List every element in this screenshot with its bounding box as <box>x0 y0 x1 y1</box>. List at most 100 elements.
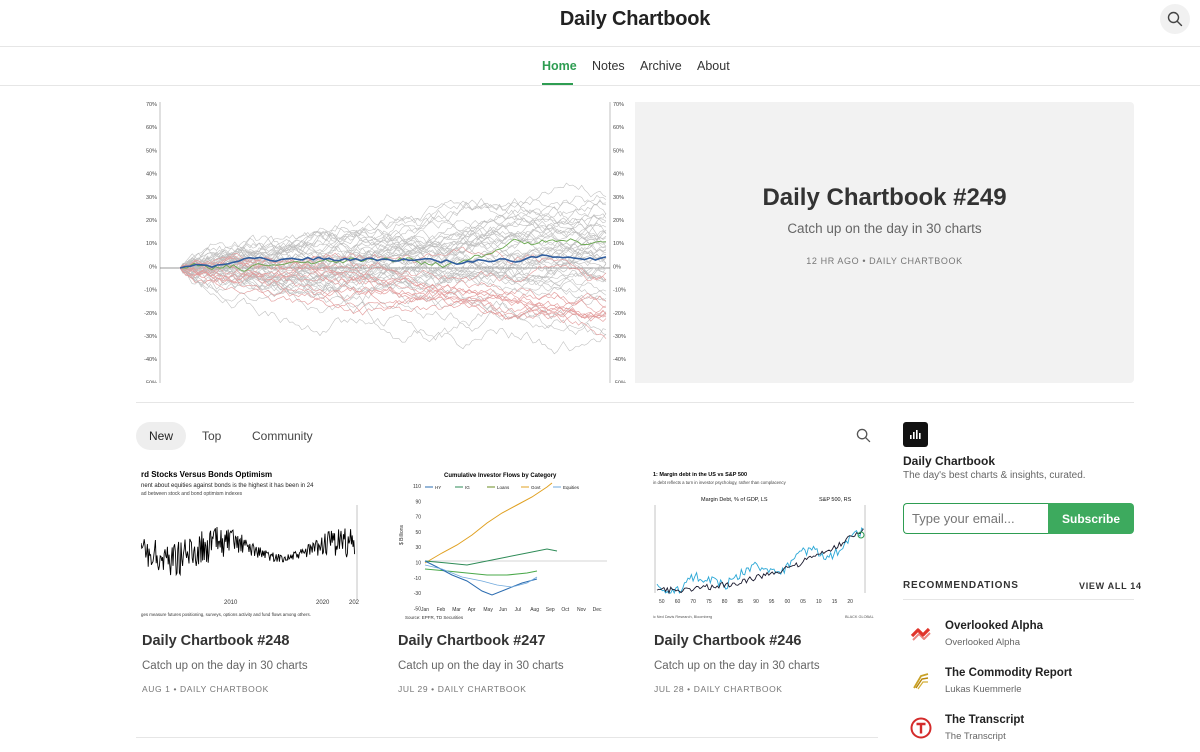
thumb-x-tick: 00 <box>785 599 791 605</box>
post-chart-thumbnail: Cumulative Investor Flows by Category HY… <box>399 473 607 620</box>
nav-notes[interactable]: Notes <box>592 59 625 73</box>
hero-chart-line <box>179 254 607 269</box>
hero-axis-tick: -30% <box>613 334 626 340</box>
hero-chart-line <box>179 260 607 282</box>
hero-chart-line <box>179 264 607 303</box>
post-title[interactable]: Daily Chartbook #248 <box>142 633 290 649</box>
thumb-subtitle: ad between stock and bond optimism index… <box>141 491 243 497</box>
recommendation-author: The Transcript <box>945 731 1006 742</box>
thumb-x-tick: Aug <box>530 607 539 613</box>
thumb-y-tick: 30 <box>415 545 421 551</box>
recommendation-name[interactable]: The Transcript <box>945 714 1025 726</box>
hero-axis-tick: 70% <box>613 102 624 108</box>
site-title[interactable]: Daily Chartbook <box>559 8 711 30</box>
recommendation-author: Lukas Kuemmerle <box>945 684 1022 695</box>
hero-axis-tick: 20% <box>146 218 157 224</box>
feed-search-button[interactable] <box>856 428 871 448</box>
post-meta: AUG 1 • DAILY CHARTBOOK <box>142 684 269 694</box>
thumb-legend: HY <box>435 485 441 490</box>
hero-chart-line <box>179 200 607 283</box>
recommendation-name[interactable]: Overlooked Alpha <box>945 620 1043 632</box>
publication-name[interactable]: Daily Chartbook <box>903 454 996 468</box>
thumb-x-tick: Sep <box>546 607 555 613</box>
post-subtitle: Catch up on the day in 30 charts <box>654 660 820 672</box>
tab-new[interactable]: New <box>136 422 187 450</box>
hero-post-title[interactable]: Daily Chartbook #249 <box>762 184 1007 211</box>
nav-home[interactable]: Home <box>542 59 577 73</box>
thumb-y-tick: 90 <box>415 499 421 505</box>
hero-chart-line <box>179 263 607 332</box>
thumb-x-tick: 95 <box>769 599 775 605</box>
hero-axis-tick: 30% <box>613 195 624 201</box>
hero-axis-tick: 70% <box>146 102 157 108</box>
nav-bar: Home Notes Archive About <box>0 47 1200 86</box>
nav-archive[interactable]: Archive <box>640 59 682 73</box>
recommendations-divider <box>903 599 1134 600</box>
search-icon <box>1167 11 1183 27</box>
search-icon <box>856 428 871 443</box>
hero-chart-line <box>179 234 607 304</box>
hero-axis-tick: 30% <box>146 195 157 201</box>
recommendation-icon[interactable] <box>908 715 934 741</box>
post-thumbnail-246[interactable]: 1: Margin debt in the US vs S&P 500 in d… <box>653 465 875 620</box>
post-thumbnail-248[interactable]: rd Stocks Versus Bonds Optimism nent abo… <box>141 465 363 620</box>
hero-axis-tick: -40% <box>144 357 157 363</box>
chart-logo-icon <box>910 430 921 439</box>
thumb-x-tick: 20 <box>847 599 853 605</box>
thumb-x-tick: Jul <box>515 607 521 613</box>
thumb-subtitle: in debt reflects a turn in investor psyc… <box>653 480 787 485</box>
hero-chart-line <box>179 261 607 324</box>
email-field[interactable] <box>903 503 1049 534</box>
post-subtitle: Catch up on the day in 30 charts <box>142 660 308 672</box>
hero-chart-thumbnail: 70% 60% 50% 40% 30% 20% 10% 0% -10% -20% -30% -40% -… <box>144 102 626 383</box>
thumb-footer: ic Ned Davis Research, Bloomberg <box>653 615 712 619</box>
thumb-footer: Source: EPFR, TD Securities <box>405 615 464 620</box>
tab-top[interactable]: Top <box>202 429 222 443</box>
thumb-x-tick: 15 <box>832 599 838 605</box>
recommendation-icon[interactable] <box>908 621 934 647</box>
hero-chart-line <box>179 197 607 269</box>
thumb-x-tick: 85 <box>738 599 744 605</box>
post-chart-thumbnail: 1: Margin debt in the US vs S&P 500 in d… <box>653 472 874 619</box>
hero-axis-tick: -50% <box>144 380 157 383</box>
hero-axis-tick: -20% <box>613 311 626 317</box>
post-title[interactable]: Daily Chartbook #246 <box>654 633 802 649</box>
hero-chart-line <box>179 263 607 319</box>
section-divider <box>136 402 1134 403</box>
subscribe-button[interactable]: Subscribe <box>1048 503 1134 534</box>
recommendations-heading: RECOMMENDATIONS <box>903 580 1019 591</box>
publication-logo[interactable] <box>903 422 928 447</box>
thumb-x-tick: Mar <box>452 607 461 613</box>
hero-axis-tick: 0% <box>613 264 621 270</box>
hero-axis-tick: 40% <box>613 172 624 178</box>
hero-chart-line <box>179 252 607 300</box>
hero-axis-tick: 50% <box>146 148 157 154</box>
search-button[interactable] <box>1160 4 1190 34</box>
thumb-x-tick: Nov <box>577 607 586 613</box>
hero-axis-tick: 40% <box>146 172 157 178</box>
thumb-y-tick: 10 <box>415 561 421 567</box>
publication-description: The day's best charts & insights, curate… <box>903 470 1086 481</box>
recommendation-name[interactable]: The Commodity Report <box>945 667 1073 679</box>
thumb-x-tick: 75 <box>706 599 712 605</box>
hero-axis-tick: 50% <box>613 148 624 154</box>
thumb-x-tick: 70 <box>690 599 696 605</box>
post-thumbnail-247[interactable]: Cumulative Investor Flows by Category HY… <box>397 465 619 620</box>
thumb-x-tick: 2010 <box>224 600 238 606</box>
hero-post-image[interactable]: 70% 60% 50% 40% 30% 20% 10% 0% -10% -20% -30% -40% -… <box>136 102 635 383</box>
thumb-x-tick: 90 <box>753 599 759 605</box>
nav-active-indicator <box>542 83 573 85</box>
recommendation-icon[interactable] <box>908 668 934 694</box>
tab-community[interactable]: Community <box>252 429 313 443</box>
nav-about[interactable]: About <box>697 59 730 73</box>
thumb-x-tick: May <box>483 607 493 613</box>
hero-axis-tick: 0% <box>149 264 157 270</box>
thumb-x-tick: 50 <box>659 599 665 605</box>
hero-axis-tick: -30% <box>144 334 157 340</box>
view-all-recommendations-link[interactable]: VIEW ALL 14 <box>1079 581 1142 591</box>
hero-post-subtitle: Catch up on the day in 30 charts <box>787 221 982 236</box>
overlooked-alpha-logo-icon <box>910 627 931 641</box>
post-title[interactable]: Daily Chartbook #247 <box>398 633 546 649</box>
hero-post-panel[interactable]: Daily Chartbook #249 Catch up on the day… <box>635 102 1134 383</box>
post-chart-thumbnail: rd Stocks Versus Bonds Optimism nent abo… <box>141 470 360 617</box>
